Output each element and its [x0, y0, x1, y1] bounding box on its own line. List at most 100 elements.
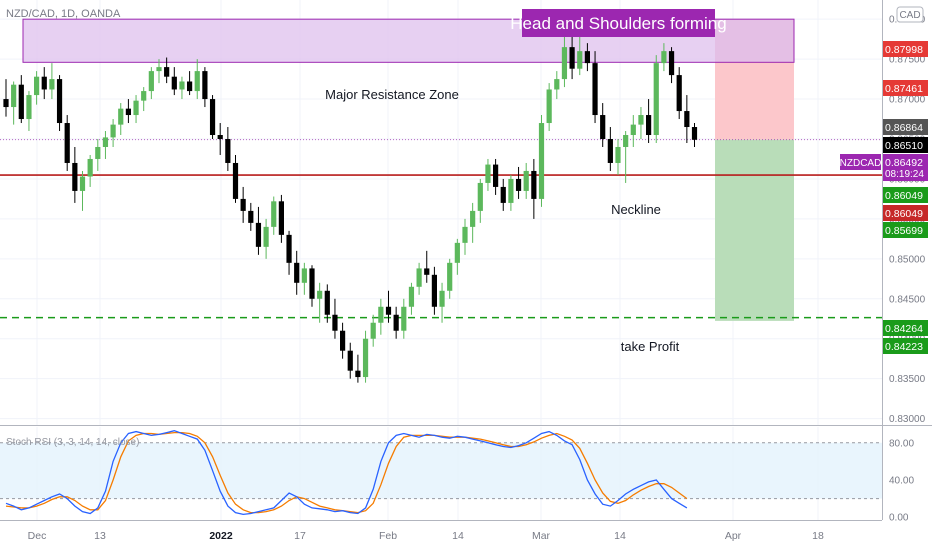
- candle-body: [500, 186, 506, 203]
- time-tick-label: Feb: [379, 530, 397, 542]
- candle: [661, 43, 667, 72]
- candle-body: [600, 115, 606, 140]
- candle: [125, 99, 131, 124]
- candle: [148, 67, 154, 100]
- symbol-info[interactable]: NZD/CAD, 1D, OANDA: [6, 8, 121, 20]
- candle: [309, 265, 315, 307]
- candle-body: [194, 71, 200, 92]
- candle-body: [332, 314, 338, 331]
- price-tick-label: 0.84500: [889, 294, 926, 305]
- price-label[interactable]: 0.86049: [883, 187, 928, 203]
- price-label[interactable]: 0.85699: [883, 222, 928, 238]
- price-labels: 0.87998 0.87461 0.86864 0.86510 0.8649208:19…: [840, 41, 928, 354]
- candle: [493, 158, 499, 195]
- candle-body: [385, 306, 392, 315]
- candle: [408, 282, 415, 315]
- candle-body: [79, 176, 86, 191]
- time-axis[interactable]: Dec 13 2022 17 Feb 14 Mar 14 Apr 18: [28, 530, 824, 542]
- candle: [164, 57, 170, 84]
- candle: [638, 107, 644, 140]
- title-banner[interactable]: Head and Shoulders forming: [510, 9, 727, 37]
- candle: [133, 95, 139, 124]
- profit-zone[interactable]: [715, 139, 794, 321]
- candle-body: [653, 63, 659, 136]
- candle: [248, 202, 254, 231]
- candle: [607, 127, 613, 171]
- candle-body: [232, 162, 239, 199]
- candle: [424, 250, 430, 283]
- currency-badge[interactable]: CAD: [896, 6, 924, 23]
- candle-body: [408, 286, 415, 307]
- candle-body: [102, 137, 109, 147]
- price-label[interactable]: 0.86510: [883, 137, 928, 153]
- candle: [18, 75, 24, 124]
- candle-body: [171, 76, 177, 90]
- candle: [538, 115, 545, 207]
- candle: [79, 170, 86, 211]
- candle-body: [87, 158, 93, 177]
- candle-body: [26, 95, 32, 120]
- price-label-text: 0.86492: [885, 157, 923, 169]
- candle: [240, 186, 246, 223]
- price-label[interactable]: 0.87461: [883, 80, 928, 96]
- candle-body: [301, 268, 307, 283]
- candle: [447, 258, 453, 299]
- price-label[interactable]: 0.86049: [883, 205, 928, 221]
- price-label-text: 0.87998: [885, 44, 923, 56]
- candle-body: [248, 210, 254, 223]
- candle-body: [538, 123, 545, 199]
- candle-body: [569, 47, 575, 69]
- price-label-text: 0.86049: [885, 208, 923, 220]
- candle-body: [240, 198, 246, 211]
- price-label[interactable]: 0.87998: [883, 41, 928, 57]
- candle: [684, 95, 690, 143]
- candle-body: [118, 108, 124, 125]
- candle: [362, 330, 369, 383]
- candle: [209, 95, 216, 140]
- countdown-text: 08:19:24: [885, 169, 924, 180]
- candle: [278, 194, 284, 243]
- candle: [340, 322, 346, 359]
- candle: [49, 63, 55, 100]
- time-tick-label: Apr: [725, 530, 742, 542]
- candle: [3, 79, 9, 117]
- currency-badge-text: CAD: [899, 10, 920, 21]
- price-label[interactable]: 0.86864: [883, 119, 928, 135]
- time-tick-label: 13: [94, 530, 106, 542]
- symbol-tag[interactable]: NZDCAD: [840, 154, 882, 170]
- candle-body: [156, 67, 162, 72]
- price-label[interactable]: 0.84223: [883, 338, 928, 354]
- candle: [171, 67, 177, 96]
- candle: [615, 139, 621, 175]
- candle: [623, 131, 629, 183]
- time-tick-label: 14: [452, 530, 464, 542]
- candle-body: [554, 79, 560, 90]
- candle-body: [454, 242, 460, 263]
- candle-body: [355, 370, 361, 378]
- candle-body: [623, 135, 629, 147]
- candle-body: [217, 135, 223, 140]
- candle: [531, 158, 537, 219]
- indicator-tick-label: 0.00: [889, 513, 909, 524]
- price-label-text: 0.84223: [885, 341, 923, 353]
- candle: [554, 71, 560, 100]
- candle: [393, 306, 399, 339]
- stoch-rsi-label: Stoch RSI (3, 3, 14, 14, close): [6, 437, 139, 448]
- candle: [324, 284, 330, 323]
- candle-body: [324, 290, 330, 315]
- candle-body: [485, 164, 491, 183]
- price-label[interactable]: 0.84264: [883, 320, 928, 336]
- candle: [508, 174, 514, 211]
- candle-body: [615, 146, 621, 163]
- candle-body: [439, 290, 445, 307]
- candle-body: [294, 262, 300, 283]
- candle: [72, 146, 78, 203]
- candle-body: [72, 162, 78, 191]
- candle-body: [11, 84, 17, 108]
- candle: [584, 43, 590, 72]
- candle-body: [362, 338, 369, 378]
- candle: [263, 218, 269, 259]
- candle-body: [164, 67, 170, 77]
